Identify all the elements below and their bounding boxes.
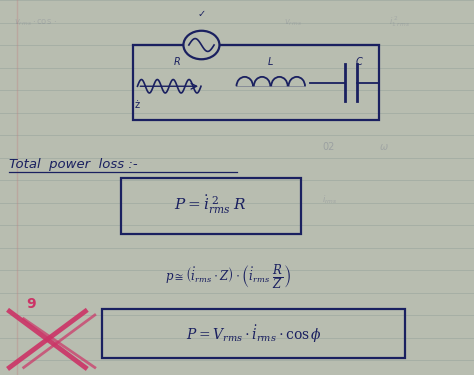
- Text: $P = \dot{i}_{rms}^{\ 2}\ R$: $P = \dot{i}_{rms}^{\ 2}\ R$: [174, 193, 247, 216]
- Text: $P = V_{rms} \cdot \dot{i}_{rms} \cdot \cos\phi$: $P = V_{rms} \cdot \dot{i}_{rms} \cdot \…: [185, 323, 322, 345]
- Text: R: R: [174, 57, 181, 67]
- Text: Total  power  loss :-: Total power loss :-: [9, 158, 138, 171]
- Text: ż: ż: [135, 100, 140, 110]
- Text: C: C: [356, 57, 362, 67]
- Text: $i_{1\ rms}^{\ 2}$: $i_{1\ rms}^{\ 2}$: [389, 14, 410, 29]
- Text: $i_{rms}$: $i_{rms}$: [322, 194, 337, 206]
- Text: 02: 02: [322, 142, 335, 152]
- Text: $p \cong \left(\dot{i}_{rms} \cdot Z\right) \cdot \left(\dot{i}_{rms}\ \dfrac{R}: $p \cong \left(\dot{i}_{rms} \cdot Z\rig…: [164, 264, 291, 291]
- Text: ✓: ✓: [197, 9, 206, 20]
- Text: $v_{rms}$: $v_{rms}$: [284, 17, 302, 28]
- Bar: [133, 45, 379, 120]
- Circle shape: [183, 31, 219, 59]
- Text: L: L: [268, 57, 273, 67]
- Text: $\omega$: $\omega$: [379, 142, 389, 152]
- Text: $v_{rms} \cdot \cos \cdot$: $v_{rms} \cdot \cos \cdot$: [14, 17, 57, 28]
- Text: 9: 9: [26, 297, 36, 311]
